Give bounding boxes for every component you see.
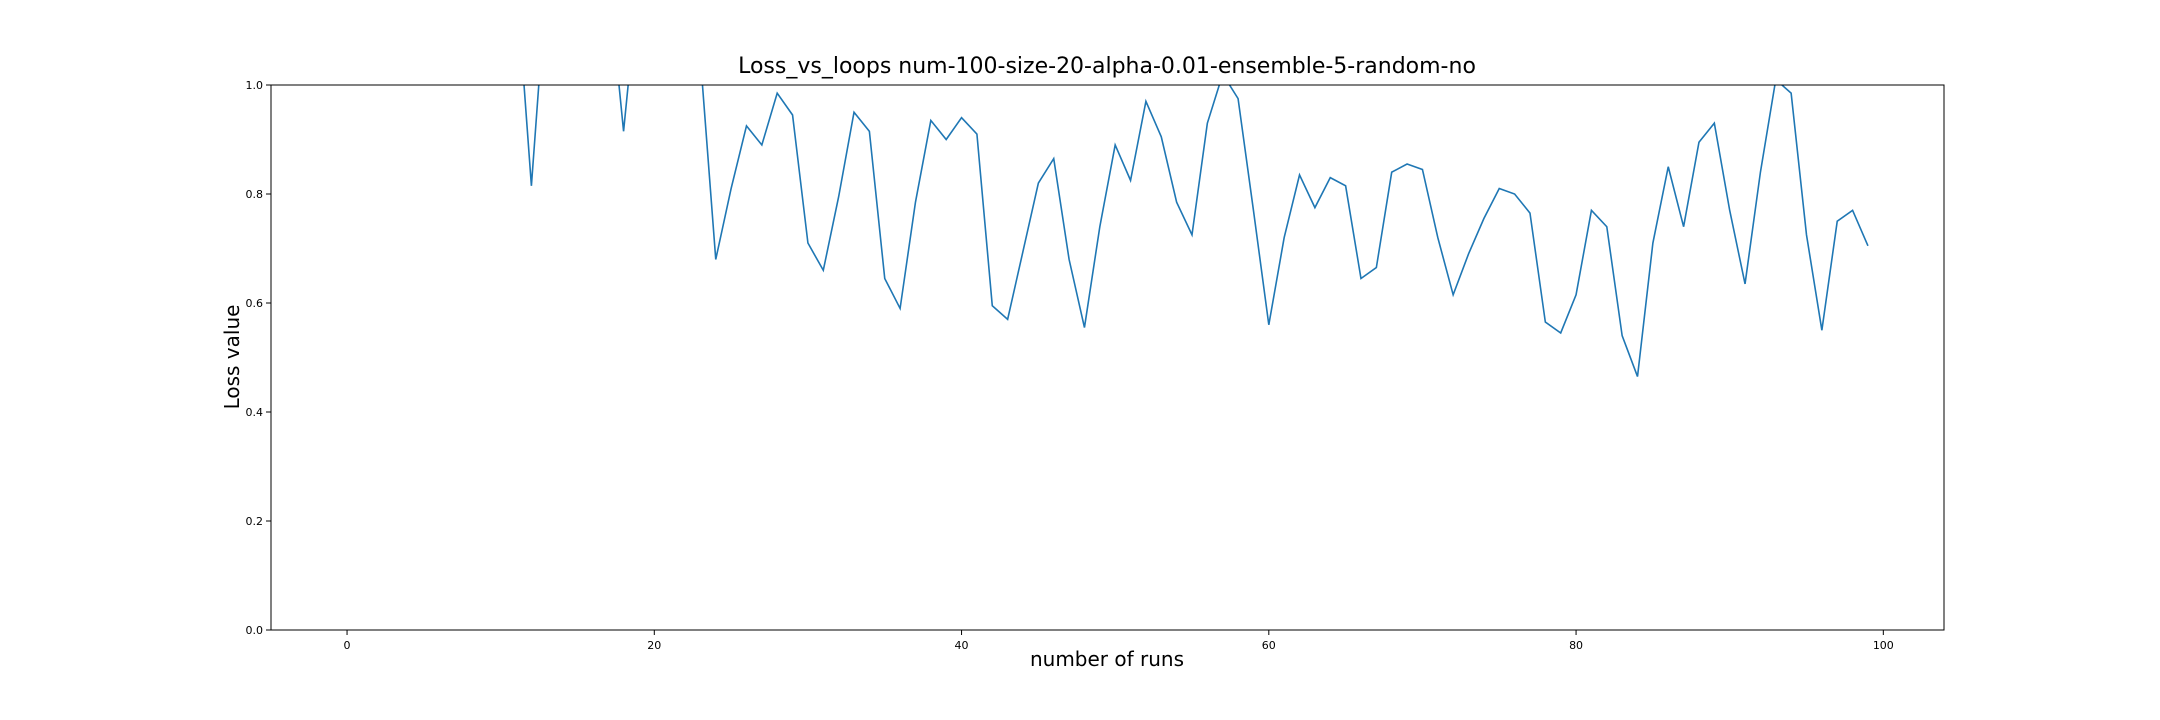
y-tick-label: 0.4 [246, 406, 264, 419]
x-tick-label: 100 [1873, 639, 1894, 652]
x-tick-label: 20 [647, 639, 661, 652]
chart-title: Loss_vs_loops num-100-size-20-alpha-0.01… [738, 54, 1476, 79]
plot-frame [270, 84, 1945, 631]
x-tick-label: 0 [344, 639, 351, 652]
y-tick-label: 1.0 [246, 79, 264, 92]
y-tick-label: 0.8 [246, 188, 264, 201]
data-line [523, 85, 1869, 377]
x-tick-label: 80 [1569, 639, 1583, 652]
x-axis-label: number of runs [1030, 647, 1184, 671]
y-tick-label: 0.6 [246, 297, 264, 310]
y-tick-label: 0.0 [246, 624, 264, 637]
x-tick-label: 40 [955, 639, 969, 652]
x-tick-label: 60 [1262, 639, 1276, 652]
y-tick-label: 0.2 [246, 515, 264, 528]
y-axis-label: Loss value [220, 305, 244, 410]
